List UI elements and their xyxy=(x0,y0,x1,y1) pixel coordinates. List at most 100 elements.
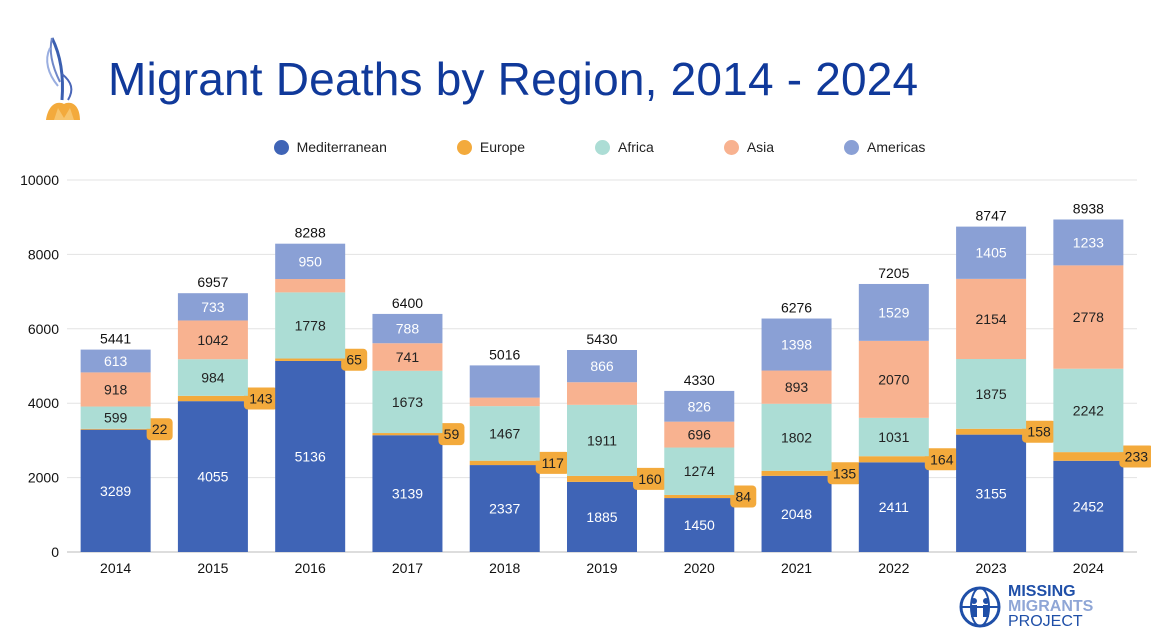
legend-label: Europe xyxy=(479,139,526,155)
data-label: 5136 xyxy=(295,448,326,464)
y-tick-label: 10000 xyxy=(20,172,59,188)
data-label: 741 xyxy=(396,349,420,365)
x-tick-label: 2019 xyxy=(586,560,617,576)
x-tick-label: 2014 xyxy=(100,560,131,576)
bar-segment-africa xyxy=(858,417,929,457)
bar-segment-americas xyxy=(761,318,832,371)
data-label-badge xyxy=(243,387,278,410)
data-label-badge xyxy=(146,418,173,441)
bar-segment-mediterranean xyxy=(469,465,540,552)
data-label: 3155 xyxy=(976,485,1007,501)
bar-segment-mediterranean xyxy=(80,429,151,552)
data-label-badge xyxy=(1022,420,1057,443)
legend-label: Asia xyxy=(746,139,775,155)
legend-item-africa: Africa xyxy=(595,139,654,155)
bar-segment-africa xyxy=(275,292,346,359)
x-tick-label: 2024 xyxy=(1073,560,1104,576)
bar-segment-americas xyxy=(567,350,637,383)
data-label: 2452 xyxy=(1073,498,1104,514)
bar-segment-asia xyxy=(567,382,637,405)
total-label: 7205 xyxy=(878,265,909,281)
bar-segment-africa xyxy=(956,359,1027,429)
total-label: 5441 xyxy=(100,331,131,347)
data-label-badge xyxy=(1119,445,1151,468)
legend-item-americas: Americas xyxy=(844,139,925,155)
data-label: 84 xyxy=(735,488,751,504)
bar-segment-asia xyxy=(761,370,832,404)
data-label-badge xyxy=(827,462,862,485)
legend-item-europe: Europe xyxy=(456,139,526,155)
data-label: 918 xyxy=(104,381,128,397)
bar-segment-mediterranean xyxy=(275,360,346,552)
brand-name-line2: MIGRANTS xyxy=(1008,598,1094,615)
data-label: 59 xyxy=(444,426,460,442)
data-label: 65 xyxy=(346,352,362,368)
bar-segment-africa xyxy=(567,404,637,476)
total-label: 4330 xyxy=(684,372,715,388)
bar-segment-americas xyxy=(80,349,151,373)
total-label: 5016 xyxy=(489,346,520,362)
y-tick-label: 8000 xyxy=(28,246,59,262)
bar-segment-europe xyxy=(372,433,443,436)
data-label: 1405 xyxy=(976,245,1007,261)
bar-segment-asia xyxy=(664,421,735,448)
data-label: 733 xyxy=(201,299,225,315)
data-label: 1778 xyxy=(295,317,326,333)
data-label: 984 xyxy=(201,370,225,386)
bar-segment-europe xyxy=(567,475,637,482)
legend-swatch xyxy=(844,139,860,155)
data-label: 950 xyxy=(299,253,323,269)
bar-segment-europe xyxy=(275,358,346,361)
bar-segment-europe xyxy=(858,456,929,463)
bar-segment-mediterranean xyxy=(177,401,248,552)
legend-label: Americas xyxy=(867,139,926,155)
data-label-badge xyxy=(730,485,757,508)
bar-segment-mediterranean xyxy=(1053,460,1124,552)
bar-segment-asia xyxy=(469,397,540,407)
bar-segment-africa xyxy=(80,406,151,429)
bar-segment-africa xyxy=(372,370,443,434)
data-label: 143 xyxy=(249,390,273,406)
x-tick-label: 2021 xyxy=(781,560,812,576)
y-tick-label: 4000 xyxy=(28,395,59,411)
data-label: 164 xyxy=(930,451,954,467)
bar-segment-europe xyxy=(664,494,735,499)
bar-segment-asia xyxy=(956,278,1027,360)
data-label: 1911 xyxy=(587,432,617,448)
y-tick-label: 2000 xyxy=(28,470,59,486)
bar-segment-americas xyxy=(372,313,443,344)
bar-segment-africa xyxy=(469,406,540,461)
bar-segment-americas xyxy=(275,243,346,280)
bar-segment-mediterranean xyxy=(372,435,443,552)
bar-segment-africa xyxy=(761,403,832,471)
data-label: 599 xyxy=(104,410,128,426)
data-label: 117 xyxy=(542,455,565,471)
bar-segment-asia xyxy=(177,320,248,360)
legend-swatch xyxy=(273,139,289,155)
bar-segment-europe xyxy=(956,428,1027,435)
x-tick-label: 2017 xyxy=(392,560,423,576)
legend-item-mediterranean: Mediterranean xyxy=(273,139,387,155)
brand-name-line3: PROJECT xyxy=(1008,613,1083,630)
x-tick-label: 2018 xyxy=(489,560,520,576)
data-label: 22 xyxy=(152,421,168,437)
data-label: 3289 xyxy=(100,483,131,499)
bar-segment-americas xyxy=(956,226,1027,279)
data-label: 613 xyxy=(104,353,128,369)
y-tick-label: 0 xyxy=(51,544,59,560)
data-label: 1885 xyxy=(586,509,617,525)
data-label: 1875 xyxy=(976,386,1007,402)
bar-segment-europe xyxy=(469,460,540,466)
bar-segment-americas xyxy=(858,283,929,341)
bar-segment-europe xyxy=(80,428,151,430)
legend-item-asia: Asia xyxy=(723,139,775,155)
bar-segment-mediterranean xyxy=(664,498,735,552)
x-tick-label: 2015 xyxy=(197,560,228,576)
flower-icon xyxy=(46,37,80,120)
total-label: 8747 xyxy=(976,208,1007,224)
data-label: 1398 xyxy=(781,337,812,353)
bar-segment-asia xyxy=(372,343,443,371)
data-label: 1042 xyxy=(197,332,228,348)
x-tick-label: 2020 xyxy=(684,560,715,576)
total-label: 6276 xyxy=(781,300,812,316)
